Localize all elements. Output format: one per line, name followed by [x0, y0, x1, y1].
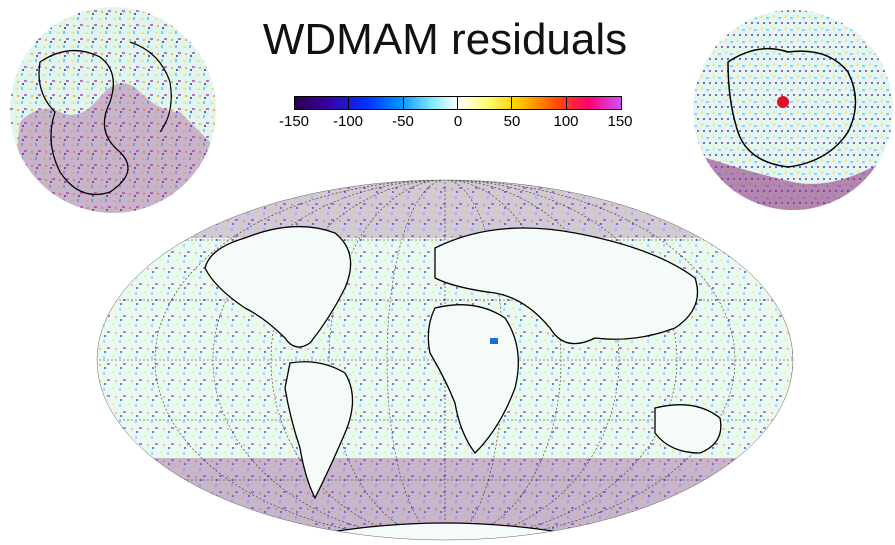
australia-outline: [654, 404, 722, 454]
eurasia-outline: [434, 227, 699, 345]
north-polar-map: [10, 7, 216, 213]
north-coastline: [38, 49, 129, 196]
colorbar-label: 0: [453, 113, 463, 130]
antarctica-coastline: [727, 47, 857, 168]
south-polar-map: [693, 10, 893, 210]
colorbar-label: -150: [278, 113, 310, 130]
north-america-outline: [204, 225, 352, 348]
south-america-outline: [284, 361, 354, 500]
colorbar-labels: -150 -100 -50 0 50 100 150: [270, 113, 650, 133]
colorbar-label: 150: [607, 113, 633, 130]
colorbar: [294, 96, 622, 110]
colorbar-label: -100: [332, 113, 364, 130]
colorbar-label: 50: [503, 113, 521, 130]
africa-anomaly: [490, 338, 498, 344]
map-title: WDMAM residuals: [262, 15, 628, 64]
world-mollweide-map: [96, 179, 794, 541]
north-polar-disc: [10, 7, 216, 213]
colorbar-label: 100: [553, 113, 579, 130]
colorbar-ticks: [294, 96, 622, 110]
south-polar-disc: [693, 10, 893, 210]
colorbar-label: -50: [392, 113, 414, 130]
anomaly-spot: [777, 96, 789, 108]
